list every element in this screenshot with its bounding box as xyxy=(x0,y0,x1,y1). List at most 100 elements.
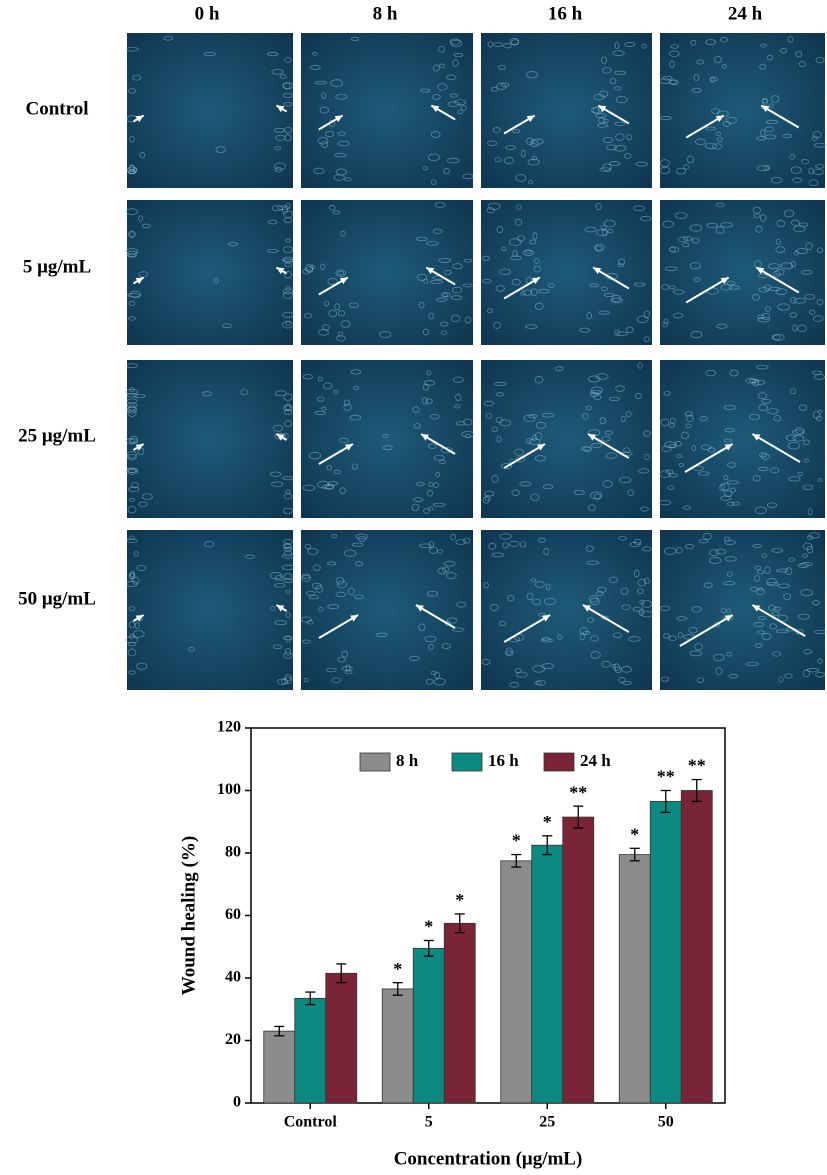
arrow-head xyxy=(588,434,597,441)
cell xyxy=(764,126,774,133)
cell xyxy=(547,283,555,288)
cell xyxy=(281,564,295,571)
cell xyxy=(285,320,291,326)
cell xyxy=(780,48,788,54)
cell xyxy=(530,493,540,501)
cell xyxy=(753,575,760,582)
cell xyxy=(128,670,136,675)
bar xyxy=(325,972,358,1104)
cell xyxy=(797,324,807,333)
cell xyxy=(767,604,776,611)
cell xyxy=(285,589,291,594)
cell xyxy=(788,557,796,563)
cell xyxy=(375,632,388,638)
cell xyxy=(697,471,710,476)
cell xyxy=(745,378,757,384)
cell xyxy=(662,220,675,228)
cell xyxy=(499,419,512,427)
y-tick-label: 40 xyxy=(225,969,241,986)
cell xyxy=(455,539,467,545)
cell xyxy=(126,250,138,258)
cell xyxy=(713,56,723,64)
cell xyxy=(284,134,292,142)
cell xyxy=(555,366,564,372)
cell xyxy=(584,226,597,233)
cell xyxy=(659,605,671,612)
cell xyxy=(133,393,146,399)
cell xyxy=(335,576,345,585)
error-bar xyxy=(454,913,465,934)
cell xyxy=(803,648,813,655)
cell xyxy=(771,548,784,553)
cell xyxy=(713,653,725,662)
cell xyxy=(579,327,591,333)
cell xyxy=(534,302,544,311)
cell xyxy=(355,533,368,540)
cell xyxy=(427,153,440,162)
cell xyxy=(336,580,348,589)
cell xyxy=(326,465,333,471)
cell xyxy=(597,123,609,128)
cell xyxy=(807,508,813,516)
cell xyxy=(541,638,553,643)
cell xyxy=(127,88,137,94)
arrow-head xyxy=(752,434,761,441)
cell xyxy=(301,573,311,579)
cell xyxy=(128,300,136,307)
cell xyxy=(425,398,433,405)
cell xyxy=(601,435,611,442)
cell xyxy=(463,537,471,544)
cell xyxy=(677,632,683,639)
cell xyxy=(535,421,547,429)
error-bar xyxy=(336,963,347,984)
cell xyxy=(690,330,703,339)
significance-label: ** xyxy=(688,756,706,776)
cell xyxy=(590,442,603,448)
cell xyxy=(428,541,435,549)
cell xyxy=(705,370,717,377)
cell xyxy=(582,412,589,420)
cell xyxy=(610,297,623,304)
cell xyxy=(308,595,319,600)
cell xyxy=(615,133,625,141)
arrow xyxy=(760,104,800,129)
cell xyxy=(333,469,341,475)
cell xyxy=(777,583,790,589)
cell xyxy=(437,549,443,554)
cell xyxy=(759,214,767,222)
cell xyxy=(755,588,765,596)
cell xyxy=(301,574,312,582)
cell xyxy=(282,635,294,641)
cell xyxy=(603,293,615,297)
cell xyxy=(641,599,653,608)
cell xyxy=(307,547,319,555)
cell xyxy=(755,364,769,370)
cell xyxy=(754,565,762,570)
cell xyxy=(450,295,463,300)
cell xyxy=(322,382,333,390)
cell xyxy=(691,88,702,93)
cell xyxy=(542,484,553,490)
cell xyxy=(587,504,596,511)
cell xyxy=(780,262,794,270)
cell xyxy=(609,576,618,583)
cell xyxy=(731,501,740,506)
cell xyxy=(449,38,461,45)
cell xyxy=(493,42,503,47)
cell xyxy=(760,43,768,48)
cell xyxy=(283,217,293,224)
cell xyxy=(722,120,731,127)
cell xyxy=(283,270,293,279)
cell xyxy=(522,250,535,256)
cell xyxy=(284,674,292,681)
cell xyxy=(667,485,675,490)
cell xyxy=(127,641,137,647)
cell xyxy=(579,633,585,641)
cell xyxy=(279,74,287,79)
arrow xyxy=(679,614,734,647)
cell xyxy=(761,398,772,404)
cell xyxy=(419,88,431,93)
legend-swatch xyxy=(359,752,391,772)
cell xyxy=(545,583,551,591)
cell xyxy=(771,611,780,617)
